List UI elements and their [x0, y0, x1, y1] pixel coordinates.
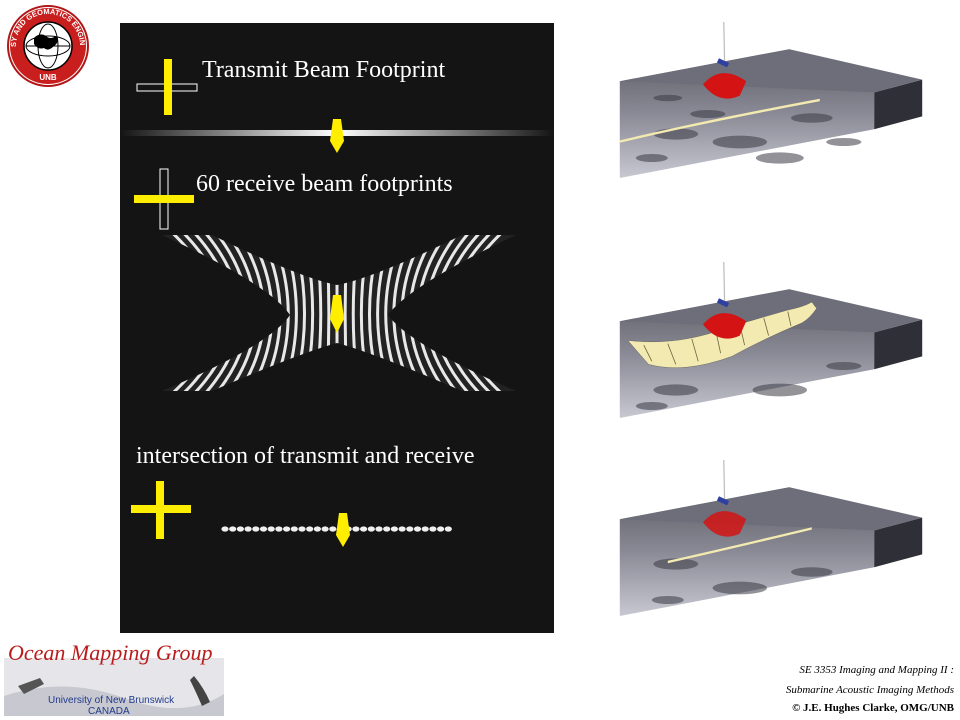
- intersection-dot: [229, 526, 237, 532]
- vessel-icon: [330, 295, 344, 333]
- intersection-dot: [275, 526, 283, 532]
- intersection-icon: [131, 481, 191, 539]
- receive-beam-icon: [134, 168, 194, 230]
- intersection-dot: [352, 526, 360, 532]
- receive-beam-stripe: [256, 235, 282, 391]
- intersection-dot: [421, 526, 429, 532]
- beam-diagram-graphics: Transmit Beam Footprint 60 receive beam …: [120, 57, 554, 547]
- intersection-dot: [406, 526, 414, 532]
- intersection-dot: [413, 526, 422, 532]
- intersection-dot: [367, 526, 375, 532]
- intersection-dot: [398, 526, 406, 532]
- seafloor-render-transmit: [619, 22, 923, 179]
- intersection-dot: [437, 526, 445, 532]
- intersection-dot: [236, 526, 244, 532]
- intersection-dot: [252, 526, 260, 532]
- intersection-dot: [313, 526, 321, 532]
- intersection-dot: [259, 526, 268, 532]
- intersection-label: intersection of transmit and receive: [136, 443, 475, 469]
- unb-logo: GEODESY AND GEOMATICS ENGINEERING UNB: [6, 4, 89, 87]
- omg-university: University of New Brunswick: [48, 695, 175, 706]
- receive-label: 60 receive beam footprints: [196, 171, 453, 197]
- vessel-icon: [330, 119, 344, 153]
- seafloor-render-intersection: [619, 460, 923, 616]
- copyright: © J.E. Hughes Clarke, OMG/UNB: [792, 702, 954, 714]
- intersection-dot: [390, 526, 398, 532]
- intersection-dot: [290, 526, 298, 532]
- intersection-dot: [244, 526, 252, 532]
- intersection-dot: [383, 526, 391, 532]
- beam-diagram-panel: Transmit Beam Footprint 60 receive beam …: [120, 23, 554, 633]
- omg-title: Ocean Mapping Group: [8, 640, 213, 665]
- transmit-label: Transmit Beam Footprint: [202, 57, 445, 83]
- vessel-icon: [336, 513, 350, 547]
- intersection-dot: [283, 526, 291, 532]
- intersection-dot: [360, 526, 368, 532]
- course-title-line1: SE 3353 Imaging and Mapping II :: [799, 664, 954, 676]
- intersection-dot: [444, 526, 452, 532]
- intersection-dot: [298, 526, 306, 532]
- intersection-dot: [267, 526, 275, 532]
- intersection-dot: [306, 526, 314, 532]
- omg-logo-graphic: [4, 658, 224, 716]
- receive-beam-stripe: [267, 235, 290, 391]
- transmit-beam-icon: [136, 59, 198, 115]
- intersection-dot: [221, 526, 229, 532]
- course-title-line2: Submarine Acoustic Imaging Methods: [785, 684, 954, 696]
- intersection-dot: [429, 526, 437, 532]
- intersection-dot: [375, 526, 383, 532]
- intersection-dot: [321, 526, 329, 532]
- logo-bottom-text: UNB: [39, 73, 57, 82]
- omg-country: CANADA: [88, 706, 130, 717]
- intersection-dot: [329, 526, 337, 532]
- receive-beam-stripe: [392, 235, 418, 391]
- intersection-footprints: [221, 526, 452, 532]
- seafloor-render-receive: [619, 262, 923, 418]
